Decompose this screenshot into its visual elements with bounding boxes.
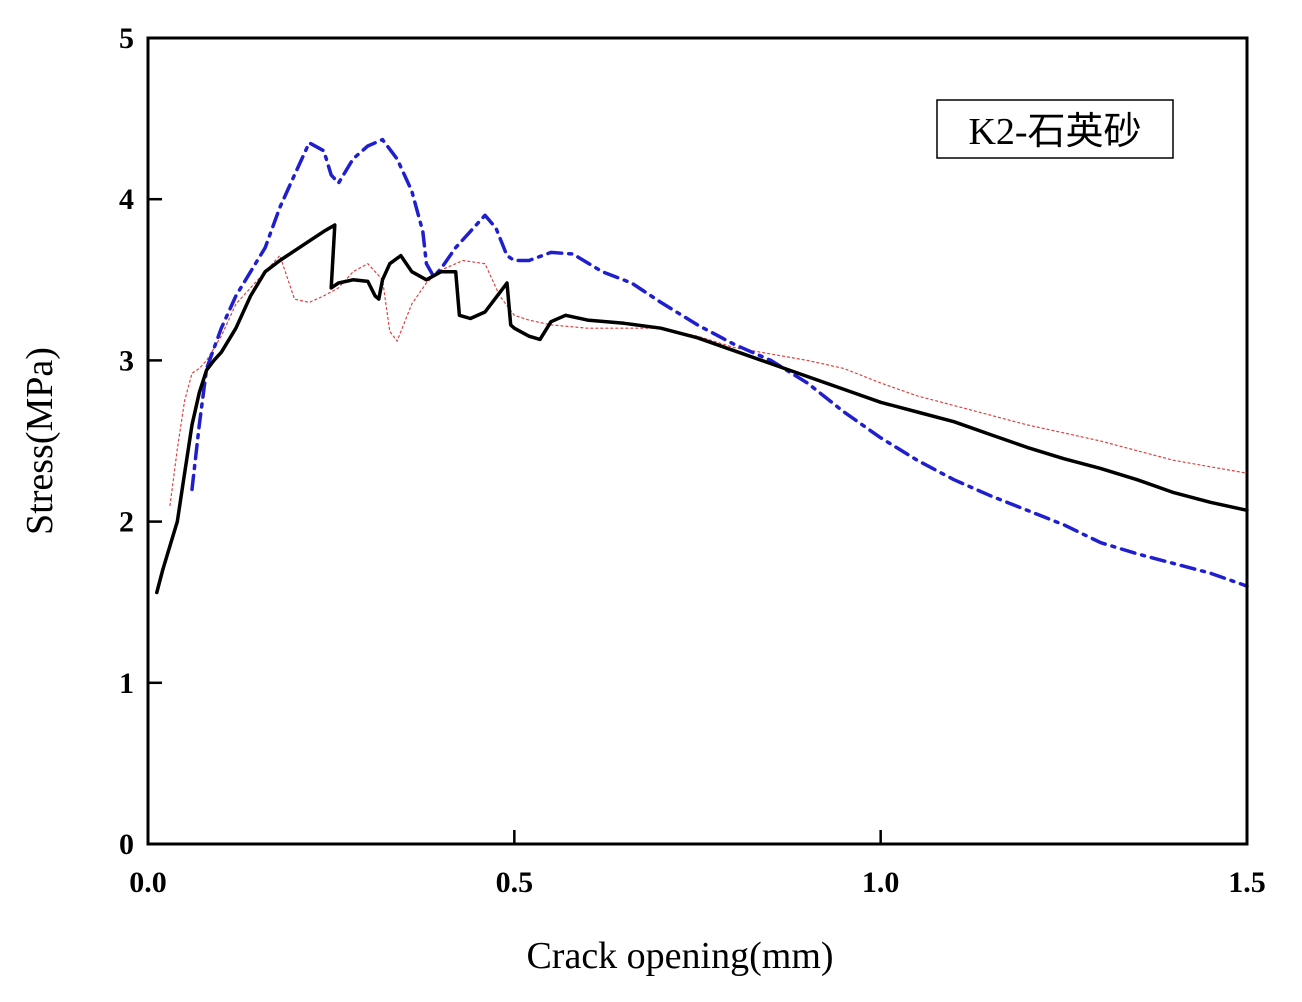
- x-tick-label: 1.0: [862, 866, 900, 899]
- annotation-frame: [936, 99, 1174, 159]
- y-tick-label: 5: [119, 22, 134, 55]
- annotation-box: K2-石英砂: [936, 99, 1174, 159]
- x-tick-label: 0.5: [496, 866, 534, 899]
- y-axis-title: Stress(MPa): [19, 347, 61, 535]
- y-tick-label: 0: [119, 828, 134, 861]
- y-tick-label: 3: [119, 344, 134, 377]
- y-tick-label: 4: [119, 183, 134, 216]
- y-tick-label: 1: [119, 667, 134, 700]
- series-line-2: [169, 255, 1248, 507]
- annotation-label: K2-石英砂: [968, 111, 1141, 153]
- x-axis-title: Crack opening(mm): [526, 935, 833, 977]
- y-tick-label: 2: [119, 506, 134, 539]
- plot-frame: [146, 36, 1249, 846]
- y-axis-ticks: 0 1 2 3 4 5: [119, 22, 162, 861]
- x-tick-label: 1.5: [1228, 866, 1266, 899]
- series-line-0: [155, 223, 1249, 595]
- x-tick-label: 0.0: [129, 866, 167, 899]
- series-layer: [155, 137, 1249, 595]
- x-axis-ticks: 0.0 0.5 1.0 1.5: [129, 830, 1266, 899]
- series-line-1: [190, 137, 1249, 588]
